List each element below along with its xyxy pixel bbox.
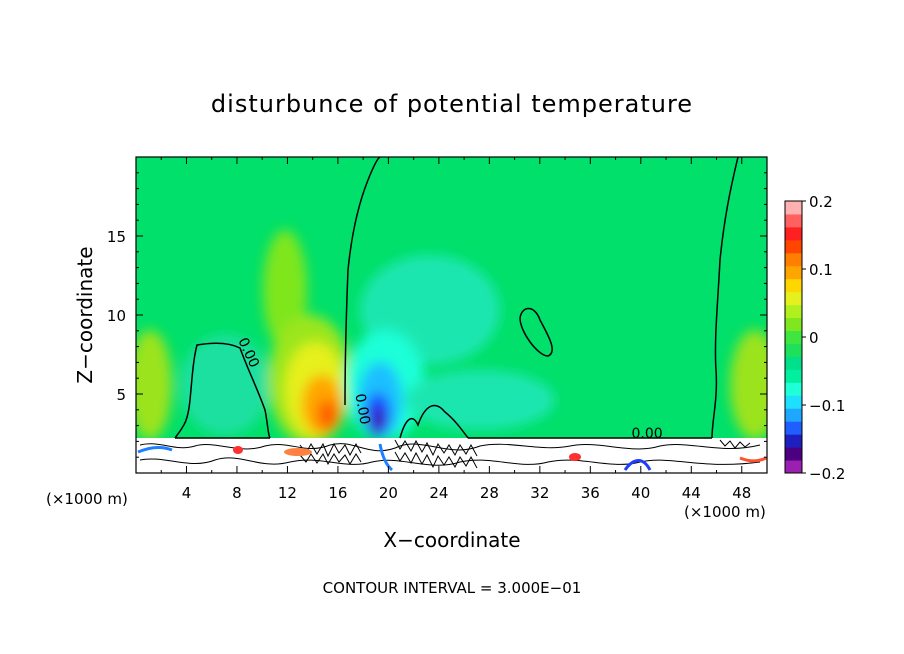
colorbar-swatch — [785, 317, 802, 332]
x-tick-label: 16 — [328, 484, 347, 502]
colorbar-swatch — [785, 382, 802, 396]
surface-warm-band-right — [739, 456, 767, 463]
colorbar-tick-label: 0.1 — [809, 261, 833, 279]
x-unit-left: (×1000 m) — [46, 490, 128, 508]
x-tick-label: 20 — [379, 484, 398, 502]
colorbar-swatch — [785, 421, 802, 435]
zero-contour-small — [399, 404, 469, 439]
colorbar-swatch — [785, 434, 802, 448]
colorbar-swatch — [785, 343, 802, 357]
surface-cool-band-right — [623, 459, 652, 471]
cool-anomaly-left — [180, 335, 270, 435]
colorbar-swatch — [785, 304, 802, 319]
x-tick-label: 8 — [232, 484, 242, 502]
colorbar-tick-label: 0.2 — [809, 193, 833, 211]
colorbar-swatch — [785, 395, 802, 409]
colorbar-swatch — [785, 213, 802, 228]
contour-label: 0.00 — [351, 392, 372, 425]
x-tick-label: 24 — [429, 484, 448, 502]
y-tick-label: 5 — [116, 386, 126, 404]
surface-warm-spot-3 — [569, 453, 581, 461]
colorbar-swatch — [785, 447, 802, 461]
colorbar-swatch — [785, 278, 802, 293]
surface-band — [136, 438, 767, 473]
x-tick-label: 40 — [631, 484, 650, 502]
zero-contour-island — [519, 307, 553, 357]
colorbar: 0.2 0.1 0 −0.1 −0.2 — [784, 193, 845, 483]
y-tick-label: 10 — [107, 307, 126, 325]
warm-anomaly-left — [136, 330, 172, 440]
surface-layer — [136, 438, 767, 473]
x-tick-label: 32 — [530, 484, 549, 502]
zero-contours — [174, 157, 739, 439]
zero-contour-center — [344, 157, 381, 406]
colorbar-swatch — [785, 201, 802, 215]
surface-contours-dense — [299, 439, 751, 469]
x-tick-label: 36 — [581, 484, 600, 502]
temperature-field: 0.000.000.00 — [136, 157, 767, 473]
x-tick-label: 12 — [278, 484, 297, 502]
colorbar-swatch — [785, 369, 802, 383]
colorbar-swatch — [785, 460, 802, 474]
colorbar-swatch — [785, 226, 802, 241]
x-tick-label: 28 — [480, 484, 499, 502]
y-tick-label: 15 — [107, 228, 126, 246]
x-tick-label: 44 — [682, 484, 701, 502]
colorbar-swatch — [785, 252, 802, 267]
colorbar-tick-label: 0 — [809, 329, 819, 347]
surface-warm-spot-1 — [233, 446, 243, 454]
warm-anomaly-right — [730, 330, 767, 440]
warm-anomaly-core — [318, 400, 338, 430]
colorbar-swatch — [785, 408, 802, 422]
x-tick-label: 48 — [732, 484, 751, 502]
colorbar-swatch — [785, 330, 802, 344]
x-tick-label: 4 — [182, 484, 192, 502]
surface-cool-band-center — [378, 443, 394, 472]
cool-anomaly-right — [405, 370, 555, 430]
cool-anomaly-core — [372, 408, 384, 432]
contour-interval-note: CONTOUR INTERVAL = 3.000E−01 — [323, 579, 582, 597]
colorbar-tick-label: −0.2 — [809, 465, 845, 483]
x-unit-right: (×1000 m) — [684, 503, 766, 521]
x-axis-label: X−coordinate — [383, 528, 520, 552]
zero-contour-left — [174, 342, 271, 439]
y-axis-label: Z−coordinate — [73, 246, 97, 383]
colorbar-swatch — [785, 239, 802, 254]
colorbar-swatch — [785, 265, 802, 280]
colorbar-swatch — [785, 356, 802, 370]
colorbar-swatch — [785, 291, 802, 306]
chart-title: disturbunce of potential temperature — [211, 90, 693, 118]
surface-cool-band-left — [137, 446, 173, 454]
zero-contour-right — [711, 157, 739, 439]
surface-warm-spot-2 — [284, 448, 312, 456]
contour-label: 0.00 — [632, 426, 663, 442]
colorbar-tick-label: −0.1 — [809, 397, 845, 415]
